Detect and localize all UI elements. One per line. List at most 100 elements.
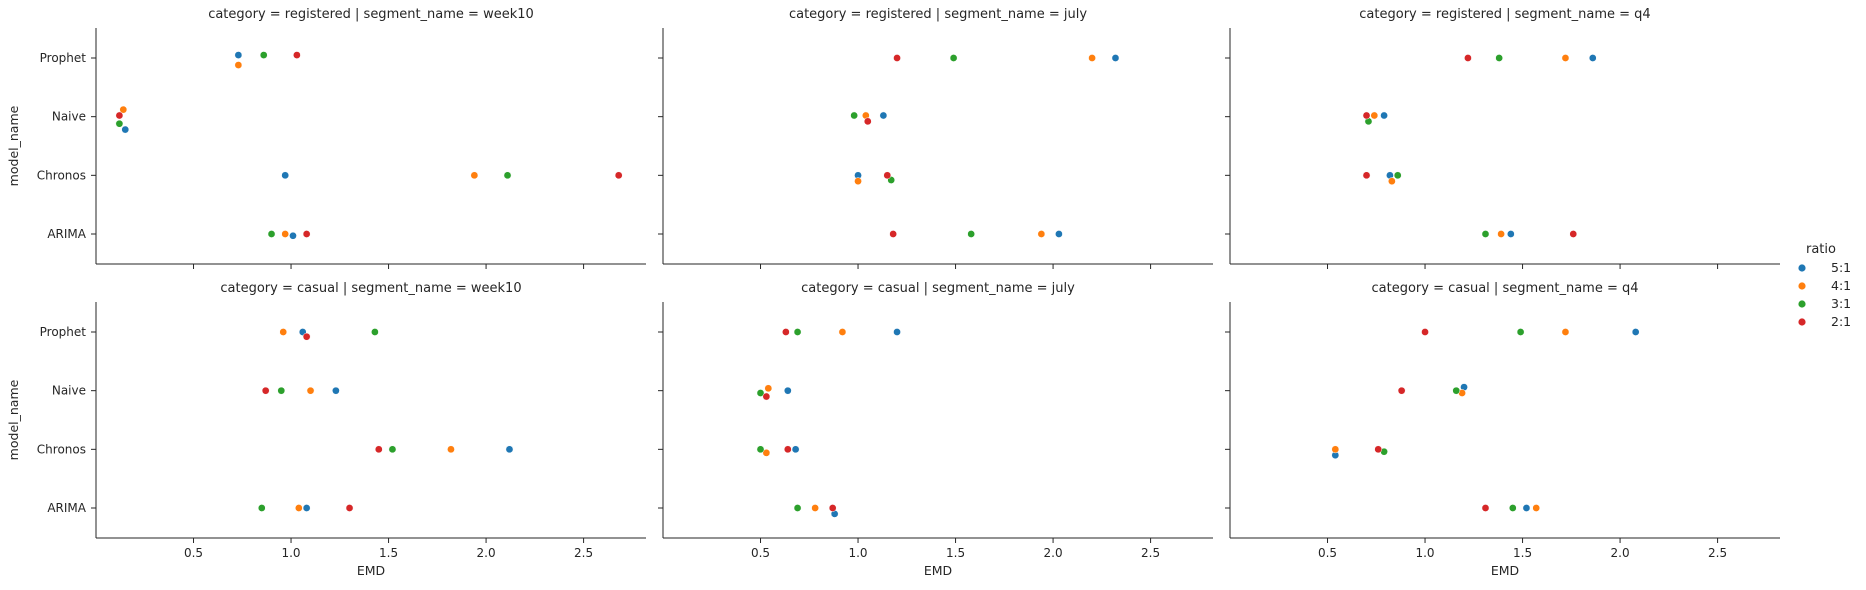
legend-title: ratio: [1806, 242, 1836, 257]
data-point-prophet-3to1: [259, 51, 268, 59]
data-point-naive-4to1: [764, 384, 773, 393]
data-point-arima-3to1: [1481, 230, 1490, 238]
data-point-chronos-2to1: [374, 445, 383, 454]
data-point-naive-5to1: [332, 386, 340, 395]
data-point-prophet-2to1: [1464, 54, 1472, 62]
data-point-arima-4to1: [1037, 230, 1046, 238]
data-point-prophet-2to1: [1421, 328, 1429, 336]
data-point-arima-5to1: [1522, 504, 1531, 512]
facet-title: category = casual | segment_name = july: [801, 281, 1075, 296]
data-point-prophet-5to1: [1111, 54, 1120, 62]
data-point-naive-2to1: [863, 117, 872, 126]
x-axis-label: EMD: [1491, 563, 1519, 578]
data-point-prophet-4to1: [1088, 54, 1096, 62]
facet-panel: category = casual | segment_name = july 0…: [658, 281, 1213, 578]
data-point-prophet-4to1: [838, 328, 847, 336]
facet-title: category = registered | segment_name = q…: [1359, 7, 1650, 22]
data-point-chronos-2to1: [1362, 171, 1371, 180]
x-tick-label: 0.5: [1318, 546, 1337, 560]
data-point-naive-4to1: [1370, 111, 1379, 120]
legend-label: 4:1: [1831, 278, 1851, 293]
data-point-prophet-2to1: [782, 328, 790, 336]
legend-marker: [1798, 300, 1806, 308]
data-point-prophet-5to1: [1588, 54, 1597, 62]
data-point-naive-2to1: [762, 392, 771, 401]
data-point-arima-2to1: [889, 230, 897, 238]
data-point-naive-5to1: [1380, 111, 1388, 120]
y-tick-label: ARIMA: [47, 227, 86, 241]
facet-title: category = registered | segment_name = j…: [789, 7, 1087, 22]
data-point-arima-5to1: [302, 504, 311, 512]
facet-panel: category = casual | segment_name = q4 0.5…: [1225, 281, 1780, 578]
data-point-naive-5to1: [783, 386, 792, 395]
data-point-naive-2to1: [261, 386, 270, 395]
data-point-naive-3to1: [1452, 386, 1461, 395]
x-tick-label: 2.0: [1044, 546, 1063, 560]
x-tick-label: 0.5: [751, 546, 770, 560]
x-tick-label: 1.5: [1513, 546, 1532, 560]
x-tick-label: 2.5: [1141, 546, 1160, 560]
x-tick-label: 0.5: [184, 546, 203, 560]
data-point-arima-2to1: [828, 504, 837, 512]
legend-marker: [1798, 264, 1806, 272]
data-point-arima-5to1: [1055, 230, 1063, 238]
data-point-arima-4to1: [281, 230, 290, 238]
data-point-prophet-2to1: [893, 54, 901, 62]
data-point-naive-4to1: [119, 105, 128, 114]
data-point-arima-5to1: [1507, 230, 1515, 238]
x-tick-label: 2.0: [477, 546, 496, 560]
data-point-naive-4to1: [306, 386, 315, 395]
y-tick-label: Naive: [52, 384, 86, 398]
data-point-naive-3to1: [756, 389, 765, 397]
facet-panel: category = casual | segment_name = week1…: [6, 281, 646, 578]
data-point-chronos-4to1: [854, 177, 862, 186]
data-point-prophet-5to1: [1631, 328, 1640, 336]
x-tick-label: 1.5: [946, 546, 965, 560]
data-point-naive-5to1: [879, 111, 888, 120]
data-point-arima-2to1: [1569, 230, 1578, 238]
data-point-chronos-5to1: [281, 171, 290, 180]
data-point-prophet-3to1: [1516, 328, 1525, 336]
legend-label: 3:1: [1831, 296, 1851, 311]
data-point-arima-2to1: [302, 230, 311, 238]
y-tick-label: Prophet: [40, 51, 87, 65]
data-point-chronos-3to1: [756, 445, 765, 454]
data-point-chronos-2to1: [883, 171, 892, 180]
data-point-chronos-4to1: [762, 449, 771, 457]
data-point-arima-4to1: [1497, 230, 1505, 238]
y-axis-label: model_name: [6, 105, 21, 186]
facet-title: category = casual | segment_name = week1…: [220, 281, 521, 296]
data-point-arima-4to1: [294, 504, 303, 512]
data-point-arima-4to1: [811, 504, 819, 512]
x-tick-label: 2.5: [574, 546, 593, 560]
x-tick-label: 2.5: [1708, 546, 1727, 560]
data-point-chronos-5to1: [505, 445, 514, 454]
data-point-naive-2to1: [1362, 111, 1371, 120]
x-tick-label: 1.0: [848, 546, 867, 560]
x-axis-label: EMD: [357, 563, 385, 578]
data-point-naive-3to1: [115, 119, 124, 128]
data-point-naive-3to1: [850, 111, 858, 120]
legend-label: 2:1: [1831, 314, 1851, 329]
data-point-prophet-4to1: [1561, 328, 1570, 336]
facet-panel: category = registered | segment_name = q…: [1225, 7, 1780, 269]
data-point-chronos-2to1: [614, 171, 623, 180]
data-point-chronos-2to1: [783, 445, 792, 454]
data-point-chronos-2to1: [1374, 445, 1383, 454]
data-point-chronos-3to1: [388, 445, 397, 454]
x-tick-label: 1.5: [379, 546, 398, 560]
data-point-prophet-3to1: [793, 328, 802, 336]
data-point-arima-5to1: [289, 231, 297, 240]
data-point-chronos-5to1: [791, 445, 800, 454]
y-tick-label: Chronos: [37, 442, 86, 456]
data-point-prophet-5to1: [234, 51, 243, 59]
facet-title: category = registered | segment_name = w…: [208, 7, 534, 22]
data-point-arima-2to1: [1481, 504, 1490, 512]
x-tick-label: 1.0: [281, 546, 300, 560]
data-point-arima-3to1: [257, 504, 266, 512]
y-tick-label: Naive: [52, 110, 86, 124]
data-point-arima-3to1: [967, 230, 976, 238]
data-point-chronos-4to1: [1388, 177, 1396, 186]
legend: ratio 5:1 4:1 3:1 2:1: [1798, 242, 1851, 329]
